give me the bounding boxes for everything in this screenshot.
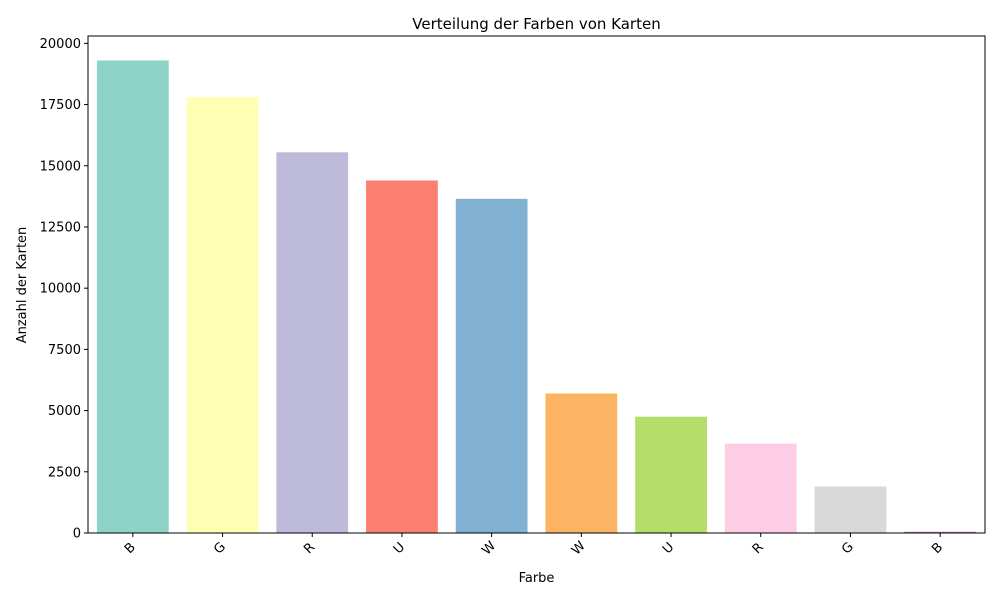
x-tick-label: B [122, 540, 139, 557]
x-tick-label: G [839, 540, 857, 558]
x-tick-label: R [750, 540, 767, 557]
y-tick-label: 20000 [40, 37, 81, 52]
bar-3 [366, 180, 438, 533]
y-tick-label: 7500 [48, 343, 81, 358]
y-tick-label: 2500 [48, 465, 81, 480]
y-axis-label: Anzahl der Karten [15, 227, 30, 344]
x-tick-label: R [301, 540, 318, 557]
bar-5 [545, 393, 618, 533]
x-tick-label: G [211, 540, 229, 558]
x-axis-label: Farbe [519, 571, 555, 586]
plot-frame [87, 35, 986, 534]
chart-title: Verteilung der Farben von Karten [412, 15, 660, 33]
bar-0 [96, 60, 169, 533]
y-tick-label: 15000 [40, 159, 81, 174]
x-tick-label: U [391, 540, 408, 557]
bar-9 [904, 531, 977, 533]
bar-6 [635, 416, 707, 533]
y-tick-label: 12500 [40, 220, 81, 235]
bars-group [96, 60, 977, 534]
bar-4 [455, 198, 528, 533]
bar-2 [276, 152, 349, 534]
y-axis: 0 2500 5000 7500 10000 12500 15000 17500 20000 [40, 37, 88, 542]
x-tick-label: W [479, 539, 499, 559]
y-tick-label: 5000 [48, 404, 81, 419]
y-tick-label: 10000 [40, 282, 81, 297]
bar-1 [186, 97, 259, 533]
x-tick-label: U [660, 540, 677, 557]
y-tick-label: 17500 [40, 98, 81, 113]
bar-7 [724, 443, 797, 533]
x-tick-label: W [569, 539, 589, 559]
y-tick-label: 0 [73, 527, 81, 542]
x-tick-label: B [929, 540, 946, 557]
bar-8 [814, 486, 887, 533]
